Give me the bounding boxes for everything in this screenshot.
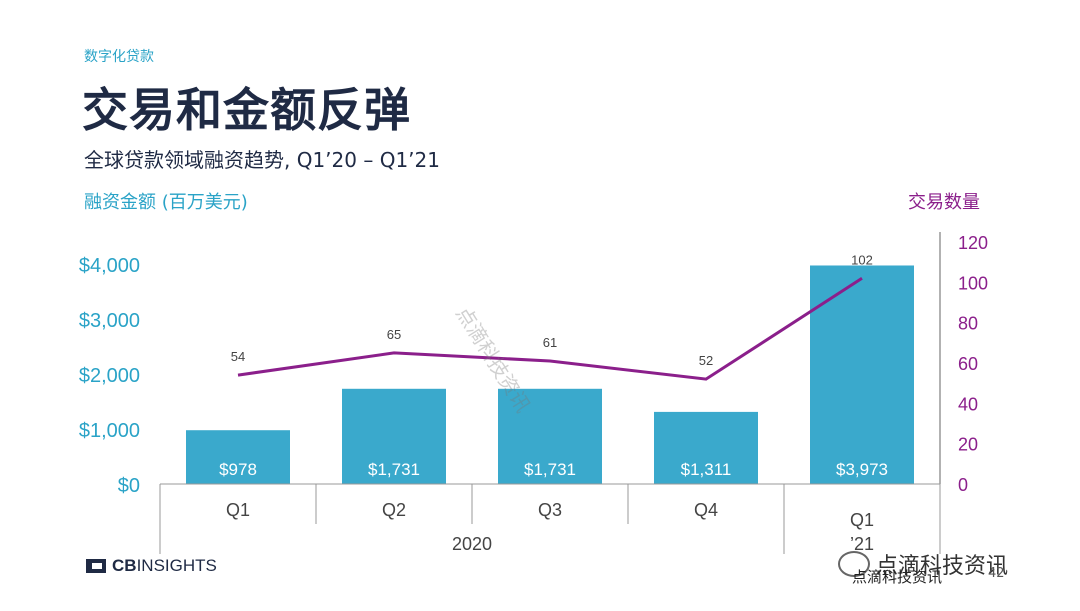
right-axis-tick-label: 0: [958, 475, 968, 495]
bar-value-label: $3,973: [836, 460, 888, 479]
x-tick-label: Q4: [694, 500, 718, 520]
line-point-label: 61: [543, 335, 557, 350]
left-axis-title: 融资金额 (百万美元): [84, 192, 248, 213]
wechat-icon: [838, 551, 870, 577]
bar: [654, 411, 758, 484]
x-tick-label: Q1: [850, 510, 874, 530]
wechat-watermark: 点滴科技资讯: [838, 548, 1008, 580]
page-number: 42: [988, 566, 1005, 581]
line-point-label: 102: [851, 252, 873, 267]
x-group-label: 2020: [452, 534, 492, 554]
chart-subtitle: 全球贷款领域融资趋势, Q1’20 – Q1’21: [84, 148, 440, 172]
bar-value-label: $1,311: [681, 460, 732, 479]
right-axis-title: 交易数量: [908, 192, 980, 213]
right-axis-tick-label: 20: [958, 435, 978, 455]
right-axis-tick-label: 80: [958, 314, 978, 334]
x-tick-label: Q2: [382, 500, 406, 520]
page-title: 交易和金额反弹: [82, 83, 411, 137]
left-axis-tick-label: $4,000: [79, 255, 140, 277]
left-axis-tick-label: $3,000: [79, 310, 140, 332]
bar: [810, 265, 914, 484]
wechat-account-name: 点滴科技资讯: [876, 554, 1009, 579]
left-axis-tick-label: $2,000: [79, 365, 140, 387]
bar: [342, 388, 446, 484]
left-axis-tick-label: $1,000: [79, 420, 140, 442]
deal-count-line: [237, 277, 863, 381]
bar-value-label: $978: [219, 460, 257, 479]
logo-insights: INSIGHTS: [136, 556, 217, 575]
line-point-label: 52: [699, 353, 713, 368]
section-kicker: 数字化贷款: [84, 49, 154, 65]
line-point-label: 65: [387, 327, 401, 342]
bar: [498, 388, 602, 484]
right-axis-tick-label: 100: [958, 273, 988, 293]
x-tick-label: Q1: [226, 500, 250, 520]
right-axis-tick-label: 40: [958, 394, 978, 414]
right-axis-tick-label: 60: [958, 354, 978, 374]
cbinsights-logo: CBINSIGHTS: [86, 556, 217, 576]
cbinsights-logo-icon: [86, 559, 106, 573]
source-text: 点滴科技资讯: [852, 568, 943, 586]
x-tick-label: Q3: [538, 500, 562, 520]
bar-value-label: $1,731: [524, 460, 576, 479]
line-point-label: 54: [231, 349, 245, 364]
bar-value-label: $1,731: [368, 460, 420, 479]
bar: [186, 430, 290, 484]
right-axis-tick-label: 120: [958, 233, 988, 253]
x-group-label: ’21: [850, 534, 874, 554]
logo-cb: CB: [112, 556, 137, 575]
left-axis-tick-label: $0: [118, 475, 140, 497]
